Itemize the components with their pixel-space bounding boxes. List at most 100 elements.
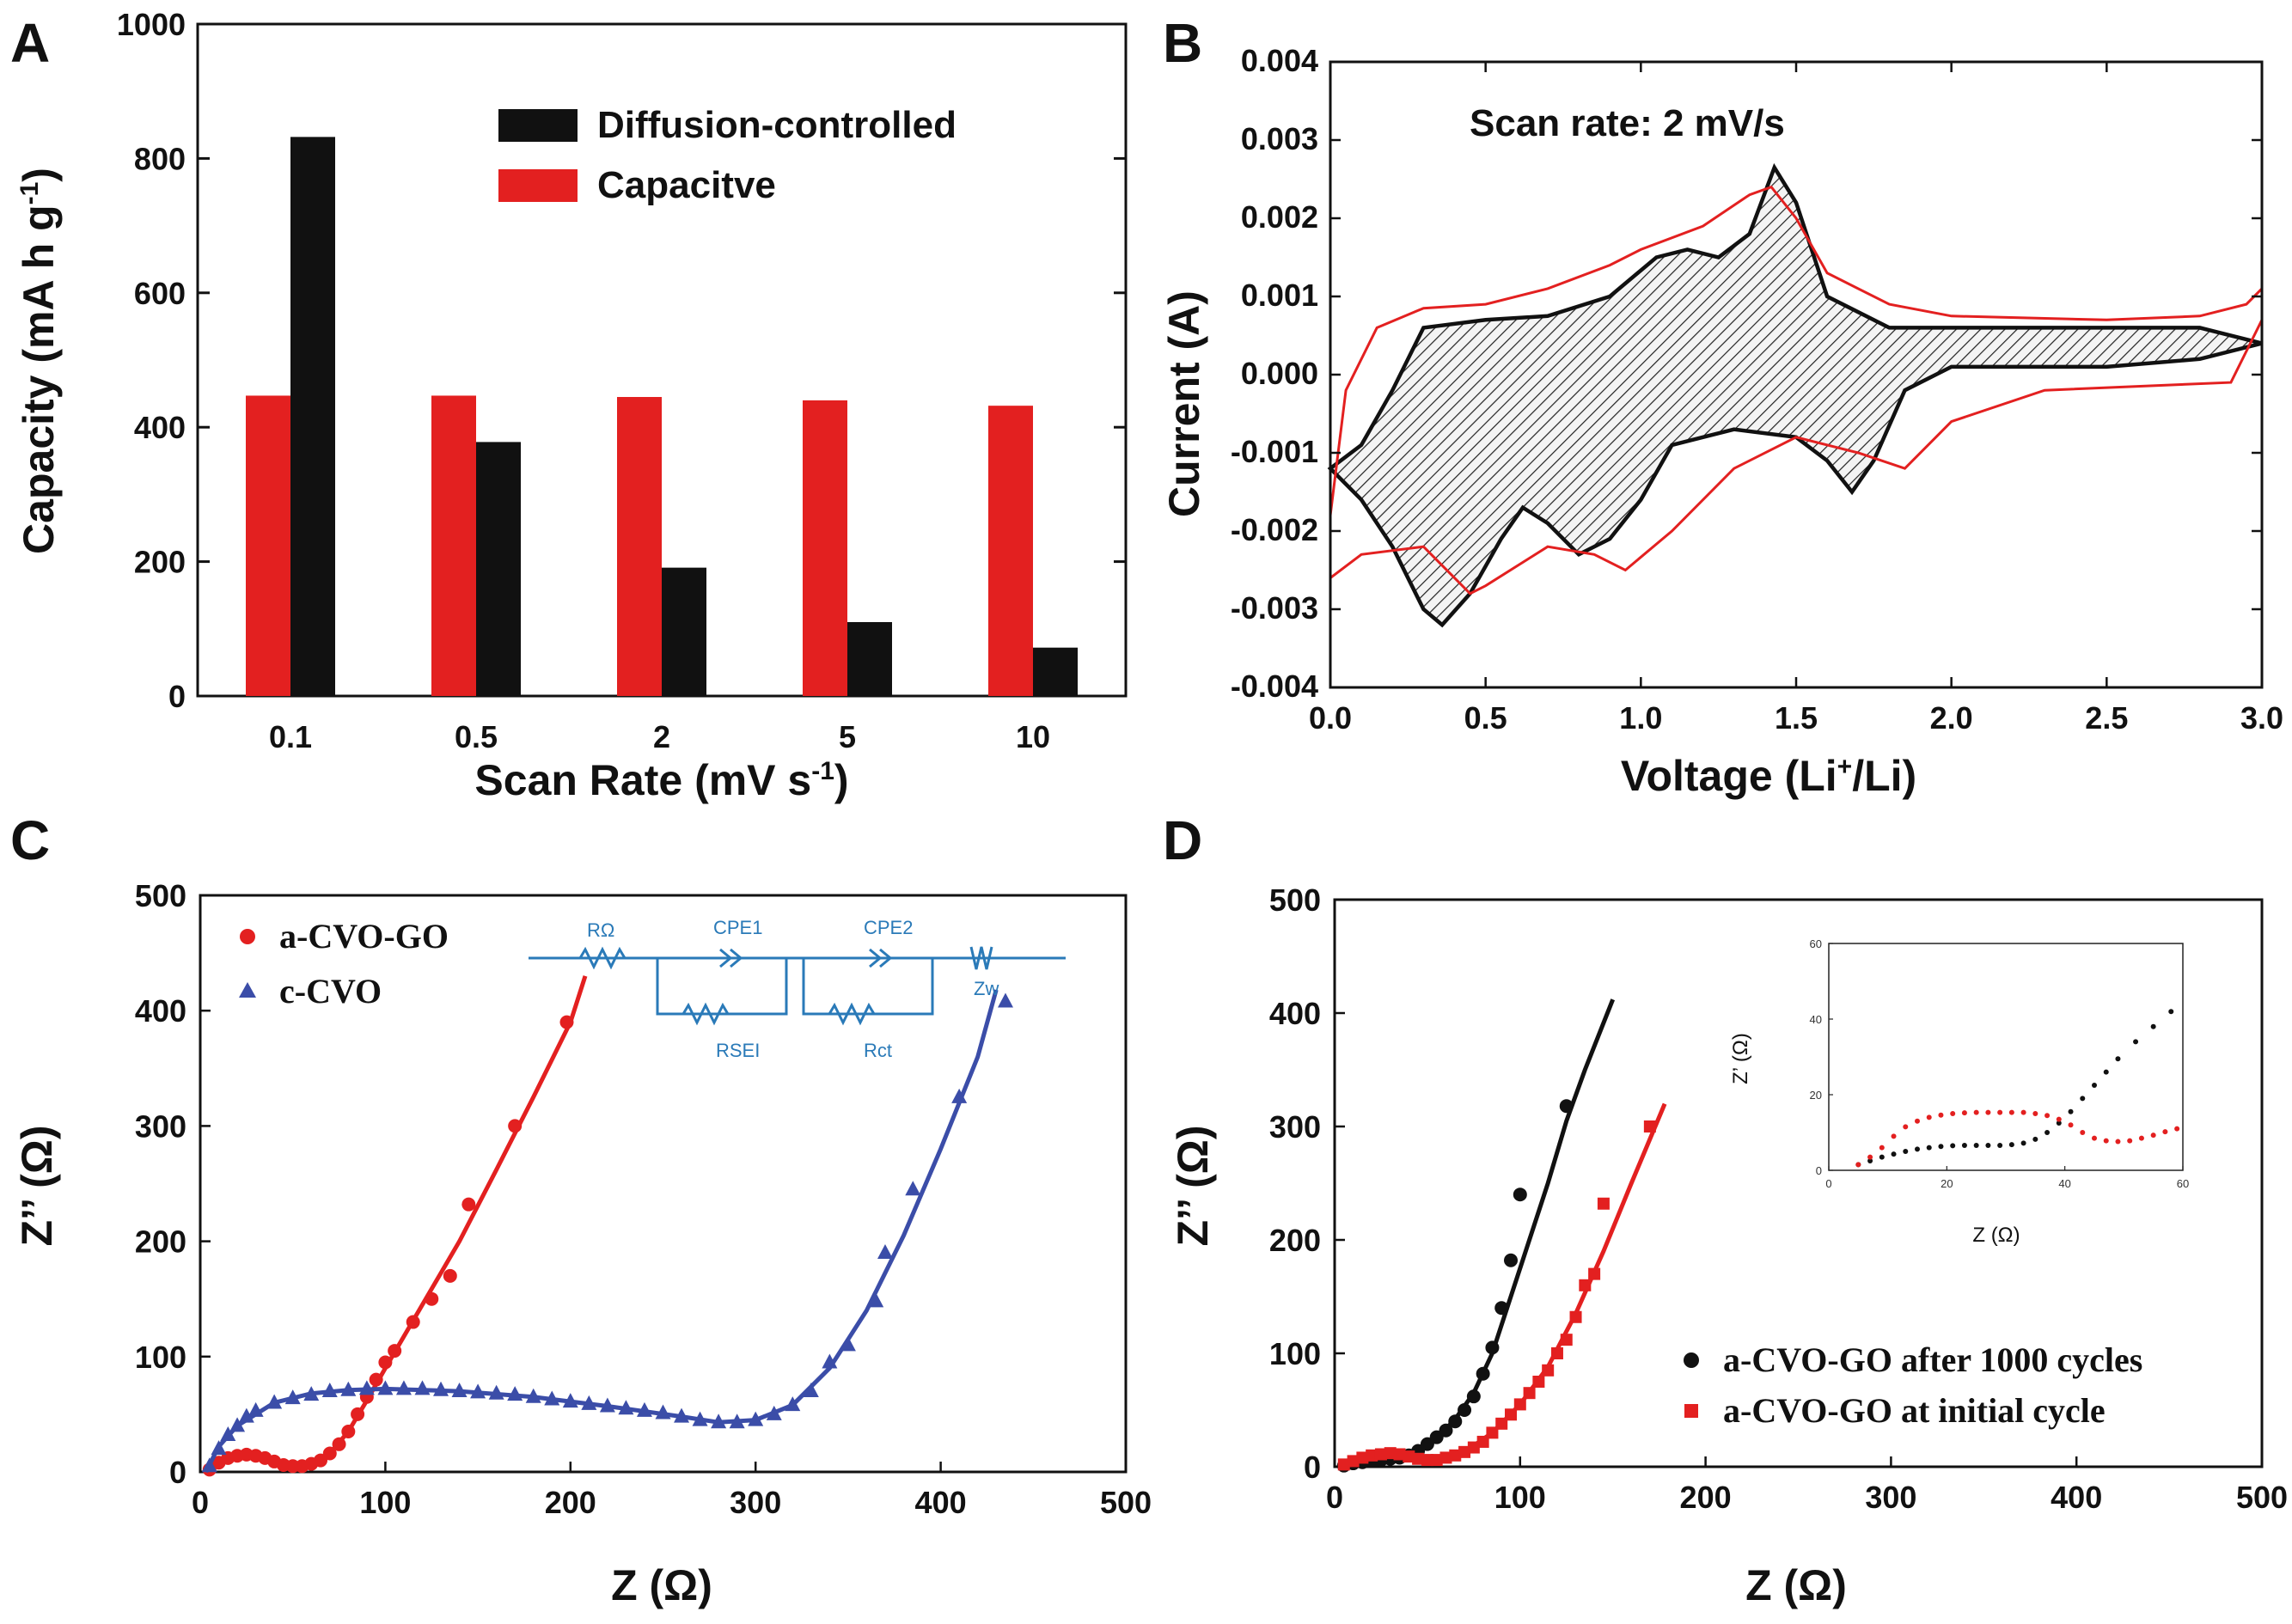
legend-marker [239, 982, 256, 998]
data-point [1476, 1366, 1490, 1381]
data-point [378, 1355, 393, 1370]
data-point [1495, 1417, 1508, 1430]
cpe2-symbol [869, 948, 893, 968]
fit-line [204, 989, 999, 1474]
data-point [248, 1401, 264, 1417]
data-point [1421, 1454, 1433, 1467]
inset-point [1985, 1109, 1991, 1115]
inset-point [1915, 1146, 1920, 1152]
x-tick-label: 3.0 [2240, 700, 2283, 736]
data-point [711, 1413, 727, 1429]
data-point [636, 1401, 652, 1417]
inset-point [1926, 1145, 1932, 1151]
data-point [951, 1088, 968, 1103]
data-point [1393, 1448, 1406, 1461]
y-tick-label: 0.000 [1241, 356, 1318, 391]
legend-marker [1684, 1352, 1699, 1368]
data-point [340, 1381, 357, 1396]
inset-point [1997, 1109, 2003, 1115]
x-tick-label: 300 [730, 1485, 781, 1520]
inset-y-tick-label: 20 [1810, 1089, 1822, 1102]
data-point [451, 1383, 468, 1398]
data-point [1356, 1451, 1369, 1464]
inset-frame [1828, 943, 2184, 1171]
data-point [395, 1380, 412, 1395]
bar-capacitive [246, 395, 290, 696]
bar-diffusion [290, 137, 335, 697]
y-tick-label: 300 [135, 1108, 186, 1144]
data-point [1550, 1347, 1563, 1359]
inset-point [2150, 1133, 2156, 1139]
y-tick-label: 800 [134, 141, 186, 176]
inset-point [2150, 1023, 2156, 1029]
data-point [822, 1353, 838, 1369]
data-point [581, 1395, 597, 1410]
y-tick-label: -0.003 [1231, 590, 1318, 626]
data-point [332, 1437, 346, 1451]
x-tick-label: 5 [839, 719, 856, 754]
data-point [1448, 1414, 1463, 1429]
x-tick-label: 500 [2236, 1480, 2288, 1515]
data-point [1542, 1364, 1555, 1377]
y-tick-label: 0.001 [1241, 278, 1318, 313]
y-tick-label: 400 [135, 993, 186, 1029]
inset-point [1867, 1154, 1873, 1160]
data-point [1430, 1454, 1443, 1467]
y-tick-label: 0.004 [1241, 43, 1318, 78]
data-point [284, 1389, 301, 1405]
data-point [1412, 1452, 1425, 1465]
data-point [1466, 1389, 1481, 1404]
inset-point [1915, 1118, 1920, 1124]
inset-point [1961, 1142, 1967, 1148]
data-point [877, 1244, 893, 1260]
inset-point [2008, 1142, 2014, 1148]
inset-point [2138, 1135, 2144, 1141]
inset-point [1903, 1149, 1909, 1154]
x-axis-label-a-text: Scan Rate (mV s [474, 756, 811, 804]
x-tick-label: 100 [359, 1485, 411, 1520]
panel-letter-c: C [10, 809, 50, 871]
inset-x-tick-label: 0 [1825, 1177, 1831, 1190]
cpe1-symbol [719, 948, 743, 968]
x-tick-label: 0 [192, 1485, 209, 1520]
x-axis-label-a: Scan Rate (mV s-1) [474, 756, 848, 804]
legend-marker [240, 929, 255, 944]
legend-marker [1684, 1404, 1698, 1418]
inset-y-axis-label: Z’ (Ω) [1729, 1033, 1752, 1084]
inset-point [2068, 1122, 2074, 1128]
circuit-label: Rct [864, 1040, 892, 1061]
data-point [488, 1384, 504, 1400]
data-point [1374, 1448, 1387, 1461]
inset-point [2103, 1069, 2109, 1075]
inset-point [1938, 1112, 1944, 1118]
inset-y-tick-label: 40 [1810, 1013, 1822, 1026]
inset-point [2044, 1130, 2051, 1135]
data-point [322, 1446, 337, 1461]
y-tick-label: 0 [169, 1455, 186, 1490]
data-point [238, 1407, 254, 1423]
bar-diffusion [476, 442, 521, 696]
data-point [803, 1383, 819, 1398]
data-point [1513, 1398, 1526, 1411]
loop-2 [802, 958, 934, 1016]
data-point [1532, 1376, 1545, 1388]
y-tick-label: 100 [135, 1340, 186, 1375]
data-point [544, 1390, 560, 1406]
data-point [1523, 1387, 1536, 1400]
inset-plot: 0 20 40 60 0 20 40 60 Z (Ω) Z’ (Ω) [1729, 937, 2189, 1247]
inset-y-tick-label: 0 [1816, 1164, 1822, 1177]
inset-point [2133, 1039, 2139, 1045]
bar-capacitive [617, 397, 662, 696]
x-tick-label: 100 [1494, 1480, 1546, 1515]
data-point [840, 1336, 856, 1352]
inset-point [2103, 1138, 2109, 1144]
inset-point [1938, 1144, 1944, 1150]
bar-diffusion [662, 567, 706, 696]
y-tick-label: 200 [135, 1224, 186, 1260]
x-tick-label: 400 [2051, 1480, 2102, 1515]
inset-point [2068, 1108, 2074, 1114]
x-tick-label: 500 [1100, 1485, 1152, 1520]
resistor-r-omega [578, 946, 626, 970]
data-point [1494, 1301, 1509, 1316]
